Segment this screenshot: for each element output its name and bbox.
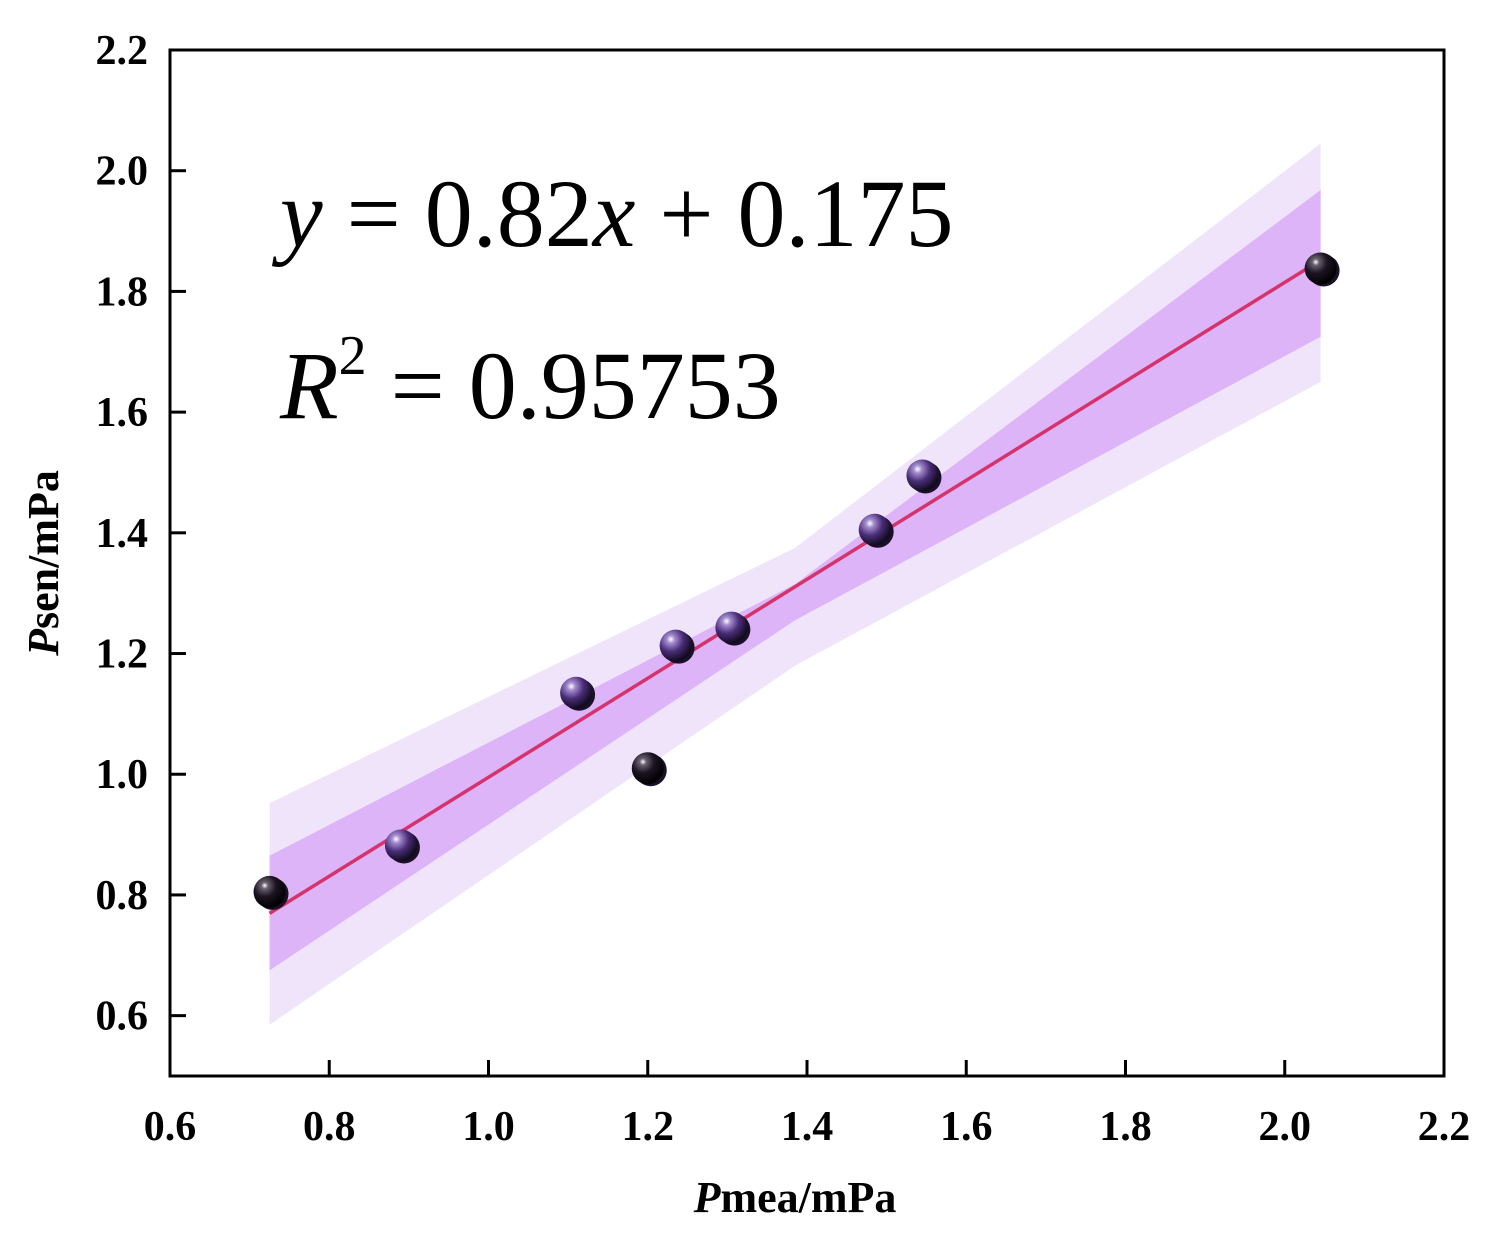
y-axis-label-suffix: sen/mPa: [19, 470, 68, 629]
x-axis-label: Pmea/mPa: [693, 1173, 897, 1222]
y-tick-label: 1.0: [96, 752, 149, 798]
data-point: [715, 611, 748, 644]
r2-superscript: 2: [339, 325, 367, 387]
x-tick-label: 1.2: [622, 1104, 675, 1150]
y-tick-label: 2.0: [96, 149, 149, 195]
data-point: [1304, 252, 1337, 285]
y-tick-label: 1.4: [96, 511, 149, 557]
x-tick-label: 2.2: [1418, 1104, 1471, 1150]
data-point: [253, 875, 286, 908]
fit-line: [268, 258, 1322, 915]
equation-eq2: + 0.175: [635, 160, 953, 267]
y-tick-label: 1.6: [96, 390, 149, 436]
x-tick-label: 1.0: [462, 1104, 515, 1150]
fit-equation: y = 0.82x + 0.175: [271, 160, 954, 267]
x-tick-label: 0.6: [144, 1104, 197, 1150]
r2-r: R: [279, 332, 339, 439]
data-point: [906, 459, 939, 492]
equation-eq1: = 0.82: [323, 160, 593, 267]
x-tick-label: 2.0: [1259, 1104, 1312, 1150]
data-point: [659, 629, 692, 662]
x-axis-label-prefix: P: [693, 1173, 722, 1222]
x-axis-label-suffix: mea/mPa: [720, 1173, 896, 1222]
y-tick-label: 1.2: [96, 632, 149, 678]
data-point: [858, 513, 891, 546]
data-point: [560, 676, 593, 709]
y-tick-label: 0.8: [96, 873, 149, 919]
prediction-band: [269, 143, 1321, 1025]
data-point: [631, 752, 664, 785]
equation-x: x: [591, 160, 636, 267]
r2-value: = 0.95753: [367, 332, 781, 439]
confidence-band: [269, 190, 1321, 971]
y-tick-label: 2.2: [96, 28, 149, 74]
equation-y: y: [271, 160, 323, 267]
x-tick-label: 0.8: [303, 1104, 356, 1150]
x-tick-label: 1.4: [781, 1104, 834, 1150]
x-tick-label: 1.8: [1099, 1104, 1152, 1150]
y-axis-label: Psen/mPa: [19, 470, 68, 657]
y-tick-label: 0.6: [96, 994, 149, 1040]
r-squared: R2 = 0.95753: [279, 325, 781, 439]
y-tick-label: 1.8: [96, 269, 149, 315]
data-point: [384, 829, 417, 862]
y-axis-label-prefix: P: [19, 628, 68, 657]
x-tick-label: 1.6: [940, 1104, 993, 1150]
